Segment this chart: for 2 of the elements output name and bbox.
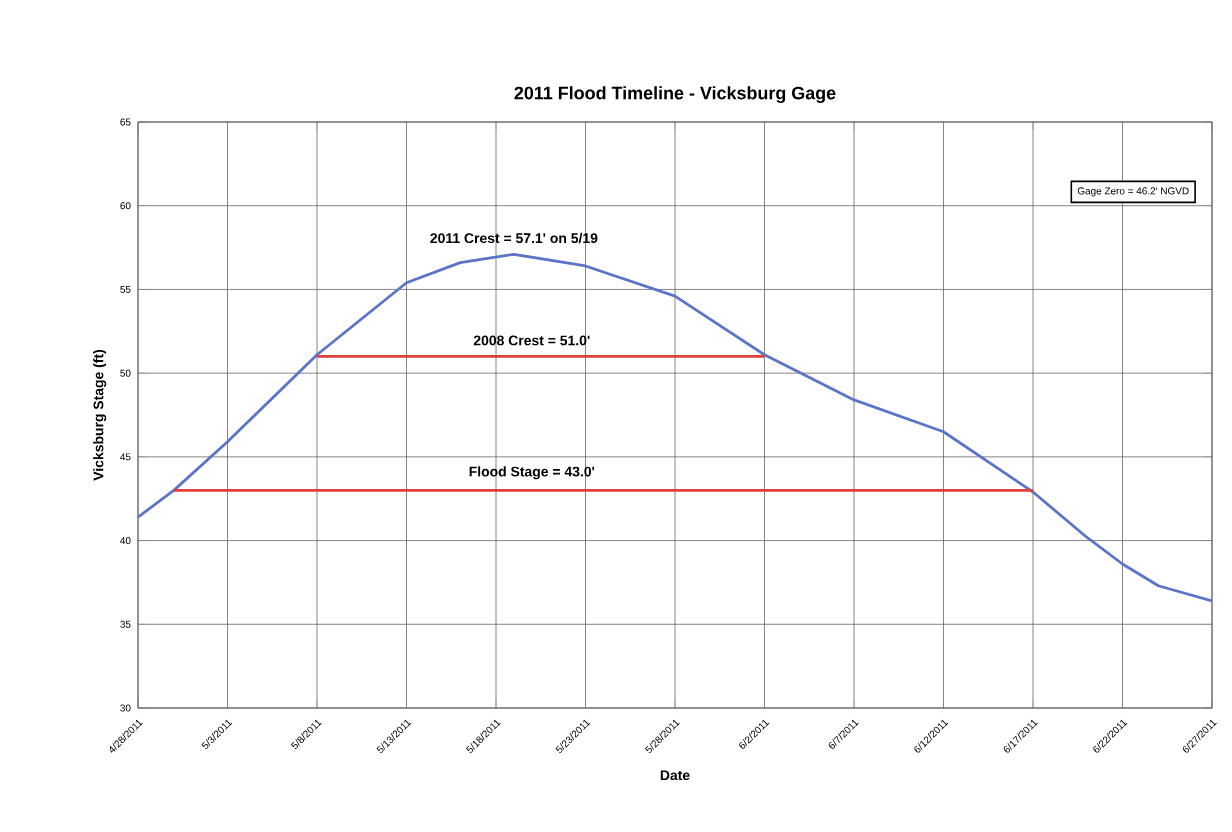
- line-series: [138, 252, 1212, 603]
- chart-title: 2011 Flood Timeline - Vicksburg Gage: [514, 86, 836, 104]
